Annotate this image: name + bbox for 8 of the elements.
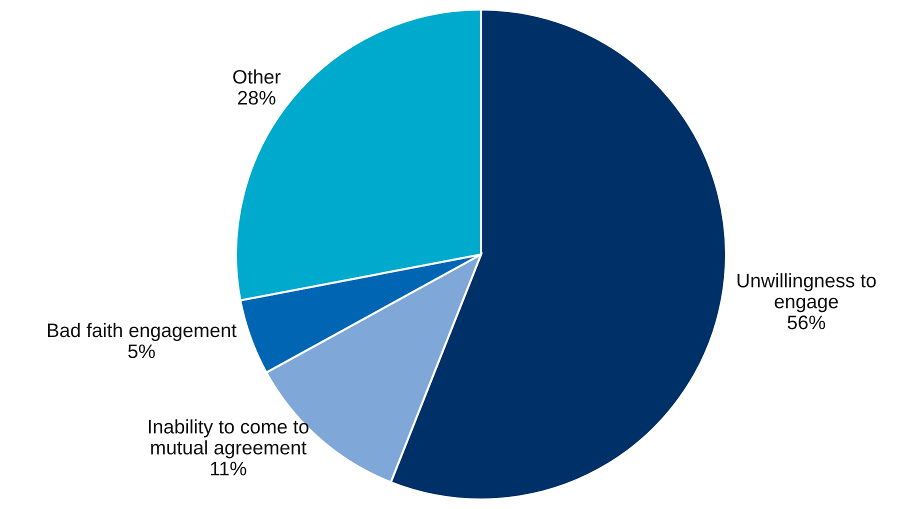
slice-label: Other (233, 69, 281, 84)
data-label: 5% (128, 344, 155, 358)
data-label: 28% (238, 90, 276, 105)
slice-label: Unwillingness to engage (738, 273, 876, 312)
data-label: 11% (210, 462, 246, 476)
data-label: 56% (788, 316, 826, 330)
slice-label: Bad faith engagement (48, 322, 237, 342)
slice-label: Inability to come to mutual agreement (148, 419, 308, 458)
